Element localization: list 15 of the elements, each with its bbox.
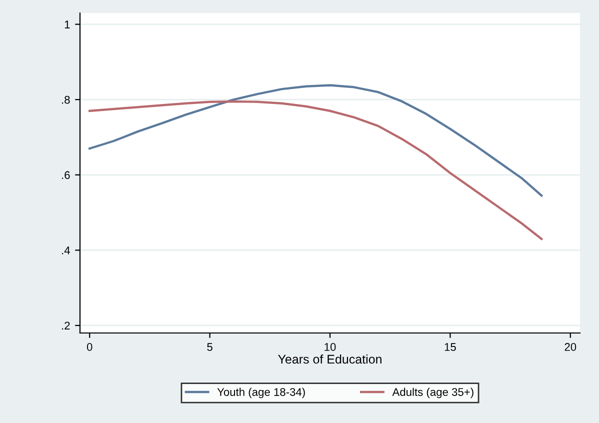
y-tick-label: .2 xyxy=(62,322,70,330)
legend-label: Adults (age 35+) xyxy=(392,388,474,398)
line-series xyxy=(88,100,543,240)
line-series xyxy=(88,84,543,197)
y-tick-label: 1 xyxy=(64,20,70,28)
legend-label: Youth (age 18-34) xyxy=(217,388,305,398)
x-tick-label: 20 xyxy=(564,343,576,351)
x-tick-label: 5 xyxy=(207,343,212,351)
y-tick-label: .8 xyxy=(62,96,70,104)
x-tick-label: 15 xyxy=(444,343,456,351)
x-axis-title: Years of Education xyxy=(278,354,382,364)
x-tick-label: 10 xyxy=(324,343,336,351)
y-tick-label: .6 xyxy=(62,171,70,180)
x-tick-label: 0 xyxy=(86,343,92,351)
y-tick-label: .4 xyxy=(62,246,70,254)
